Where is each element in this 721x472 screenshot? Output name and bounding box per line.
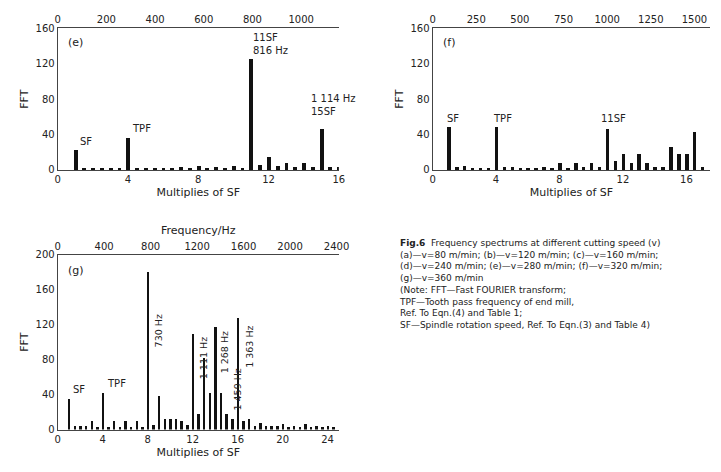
svg-text:TPF: TPF [107, 378, 126, 389]
svg-text:1 363 Hz: 1 363 Hz [244, 325, 255, 367]
svg-text:1500: 1500 [682, 14, 707, 25]
svg-text:Multiplies of SF: Multiplies of SF [157, 446, 240, 459]
svg-text:(f): (f) [443, 36, 455, 49]
svg-text:0: 0 [48, 164, 54, 175]
svg-text:120: 120 [411, 58, 430, 69]
svg-text:8: 8 [144, 434, 150, 445]
svg-text:FFT: FFT [18, 332, 31, 351]
svg-text:0: 0 [429, 174, 435, 185]
svg-text:SF: SF [447, 113, 459, 124]
svg-text:16: 16 [333, 174, 346, 185]
svg-text:200: 200 [97, 14, 116, 25]
svg-text:40: 40 [417, 129, 430, 140]
svg-text:160: 160 [36, 284, 55, 295]
svg-text:Multiplies of SF: Multiplies of SF [530, 186, 613, 199]
svg-text:500: 500 [510, 14, 529, 25]
svg-text:160: 160 [36, 23, 55, 34]
svg-text:800: 800 [141, 241, 160, 252]
svg-text:12: 12 [186, 434, 199, 445]
svg-text:1600: 1600 [231, 241, 256, 252]
svg-text:11SF816 Hz: 11SF816 Hz [253, 32, 288, 56]
svg-text:Fig.6 Frequency spectrums at: Fig.6 Frequency spectrums at different c… [399, 238, 662, 330]
svg-text:750: 750 [554, 14, 573, 25]
svg-text:2000: 2000 [277, 241, 302, 252]
svg-text:TPF: TPF [132, 123, 151, 134]
svg-text:800: 800 [243, 14, 262, 25]
svg-text:40: 40 [42, 389, 55, 400]
svg-text:12: 12 [262, 174, 275, 185]
svg-text:24: 24 [321, 434, 334, 445]
svg-text:120: 120 [36, 58, 55, 69]
svg-text:(g): (g) [68, 264, 84, 277]
svg-text:600: 600 [194, 14, 213, 25]
svg-text:FFT: FFT [393, 89, 406, 108]
svg-text:1250: 1250 [638, 14, 663, 25]
svg-text:0: 0 [429, 14, 435, 25]
svg-text:4: 4 [99, 434, 105, 445]
svg-text:SF: SF [73, 384, 85, 395]
svg-text:Frequency/Hz: Frequency/Hz [161, 224, 236, 237]
svg-text:8: 8 [556, 174, 562, 185]
svg-text:40: 40 [42, 129, 55, 140]
svg-text:80: 80 [42, 94, 55, 105]
svg-text:Multiplies of SF: Multiplies of SF [157, 186, 240, 199]
svg-text:20: 20 [276, 434, 289, 445]
svg-text:730 Hz: 730 Hz [153, 314, 164, 347]
svg-text:1 111 Hz: 1 111 Hz [198, 337, 209, 379]
svg-text:400: 400 [146, 14, 165, 25]
svg-text:400: 400 [95, 241, 114, 252]
svg-text:12: 12 [617, 174, 630, 185]
svg-text:80: 80 [42, 354, 55, 365]
svg-text:160: 160 [411, 23, 430, 34]
svg-text:1 114 Hz15SF: 1 114 Hz15SF [311, 93, 356, 117]
svg-text:250: 250 [467, 14, 486, 25]
svg-text:0: 0 [54, 434, 60, 445]
svg-text:(e): (e) [68, 36, 83, 49]
svg-text:16: 16 [231, 434, 244, 445]
svg-text:1000: 1000 [594, 14, 619, 25]
svg-text:0: 0 [48, 424, 54, 435]
svg-text:1000: 1000 [288, 14, 313, 25]
svg-text:11SF: 11SF [601, 113, 626, 124]
svg-text:1200: 1200 [184, 241, 209, 252]
svg-text:8: 8 [195, 174, 201, 185]
svg-text:2400: 2400 [324, 241, 349, 252]
svg-text:120: 120 [36, 319, 55, 330]
svg-text:1 268 Hz: 1 268 Hz [219, 331, 230, 373]
svg-text:0: 0 [54, 241, 60, 252]
svg-text:FFT: FFT [18, 89, 31, 108]
svg-text:0: 0 [54, 174, 60, 185]
svg-text:4: 4 [493, 174, 499, 185]
svg-text:80: 80 [417, 94, 430, 105]
svg-text:4: 4 [125, 174, 131, 185]
svg-text:0: 0 [423, 164, 429, 175]
svg-text:16: 16 [680, 174, 693, 185]
svg-text:0: 0 [54, 14, 60, 25]
svg-text:1 459 Hz: 1 459 Hz [232, 368, 243, 410]
svg-text:SF: SF [80, 136, 92, 147]
svg-text:200: 200 [36, 249, 55, 260]
svg-text:TPF: TPF [493, 113, 512, 124]
